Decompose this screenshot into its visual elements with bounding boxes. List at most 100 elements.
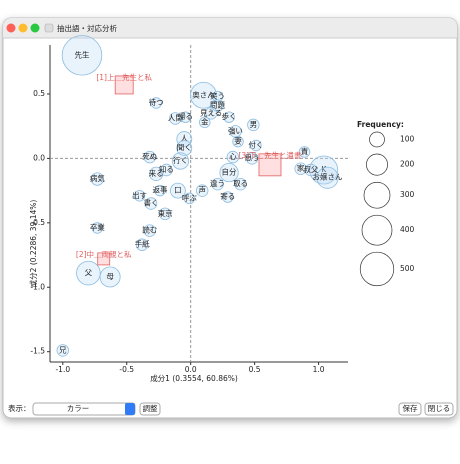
select-value[interactable]: カラー: [67, 404, 90, 413]
y-tick-label: -0.5: [30, 218, 45, 227]
word-label: 読む: [142, 225, 157, 235]
word-bubble: [199, 116, 211, 129]
y-tick-label: 0.5: [33, 89, 45, 98]
word-label: 兄: [59, 345, 67, 354]
word-bubble: [316, 166, 339, 189]
close-text[interactable]: 閉じる: [428, 404, 451, 413]
word-label: 先生: [74, 49, 89, 59]
close-dot[interactable]: [6, 23, 16, 33]
word-label: 付く: [248, 140, 263, 150]
word-label: K: [321, 165, 327, 174]
word-label: 出す: [132, 190, 147, 200]
word-label: 違う: [210, 178, 225, 188]
word-label: 金: [201, 116, 209, 126]
word-label: 声: [198, 185, 206, 195]
zoom-dot[interactable]: [30, 23, 40, 33]
variable-square: [114, 75, 134, 95]
word-bubble: [56, 344, 69, 357]
word-label: 歩く: [222, 111, 237, 121]
word-label: 書く: [144, 198, 159, 208]
word-bubble: [150, 97, 162, 109]
word-label: 思う: [245, 153, 260, 162]
close-button[interactable]: [424, 402, 454, 416]
x-tick-label: 0.5: [249, 365, 261, 374]
word-bubble: [176, 131, 193, 147]
y-tick-label: 0.0: [33, 153, 45, 162]
word-bubble: [222, 191, 234, 203]
word-label: 卒業: [90, 222, 105, 232]
x-axis-label: 成分1 (0.3554, 60.86%): [150, 373, 238, 383]
word-bubble: [183, 192, 196, 205]
word-bubble: [133, 190, 146, 202]
word-bubble: [61, 35, 103, 76]
word-bubble: [158, 207, 172, 221]
x-tick-label: 0.0: [185, 365, 197, 374]
word-label: 笑う: [210, 91, 225, 101]
word-label: 取る: [233, 179, 248, 188]
word-label: 父: [85, 268, 93, 277]
x-tick-label: -1.0: [55, 365, 70, 374]
word-label: 東京: [158, 208, 173, 218]
word-bubble: [219, 162, 239, 183]
app-icon: [44, 23, 54, 33]
word-label: 責: [301, 146, 309, 156]
legend-bubble: [366, 153, 388, 176]
display-label: 表示：: [8, 403, 31, 413]
window-title: 抽出語・対応分析: [57, 23, 117, 33]
y-tick-label: -1.0: [30, 282, 45, 291]
legend-bubble: [359, 251, 395, 287]
word-label: 家: [297, 163, 305, 173]
word-bubble: [298, 146, 311, 158]
variable-label: [1]上＿先生と私: [96, 72, 152, 82]
word-label: 叔父: [303, 164, 318, 174]
save-text[interactable]: 保存: [403, 403, 418, 413]
variable-label: [3]下＿先生と遺書: [238, 150, 302, 160]
word-label: 帰る: [178, 111, 193, 121]
adjust-button[interactable]: [139, 402, 161, 416]
select-arrow[interactable]: [125, 403, 135, 415]
legend-label: 100: [400, 135, 415, 144]
word-label: 来る: [149, 169, 164, 178]
legend-bubble: [363, 181, 391, 209]
x-tick-label: -0.5: [119, 365, 134, 374]
word-bubble: [247, 118, 260, 132]
word-bubble: [223, 111, 235, 123]
minimize-dot[interactable]: [18, 23, 28, 33]
word-bubble: [179, 111, 192, 123]
window: [2, 17, 458, 419]
x-tick-label: 1.0: [313, 365, 325, 374]
word-label: 強い: [228, 125, 243, 135]
word-bubble: [135, 238, 149, 251]
word-bubble: [250, 139, 262, 152]
word-label: 自分: [222, 167, 237, 177]
word-label: 男: [250, 120, 258, 129]
word-bubble: [190, 81, 217, 109]
adjust-text[interactable]: 調整: [143, 403, 158, 413]
word-bubble: [234, 177, 247, 191]
word-bubble: [169, 112, 182, 125]
word-label: 妻: [234, 136, 242, 146]
word-label: 死ぬ: [142, 152, 157, 161]
variable-label: [2]中＿両親と私: [76, 249, 132, 259]
word-bubble: [143, 224, 156, 237]
word-label: 聞く: [177, 143, 192, 152]
word-label: 行く: [173, 155, 188, 165]
word-label: 人: [181, 134, 189, 143]
word-label: 奥さん: [192, 89, 215, 99]
word-label: 寄る: [220, 191, 235, 201]
variable-square: [258, 153, 282, 177]
word-label: 母: [106, 272, 114, 281]
word-bubble: [91, 222, 104, 234]
word-label: 見える: [200, 108, 222, 117]
legend-label: 200: [400, 160, 415, 169]
save-button[interactable]: [398, 402, 422, 416]
word-bubble: [143, 150, 156, 164]
word-bubble: [226, 150, 240, 164]
word-bubble: [232, 135, 244, 148]
legend-label: 400: [400, 225, 415, 234]
word-label: 呼ぶ: [182, 192, 197, 202]
word-label: 口: [174, 186, 182, 195]
word-label: 問題: [210, 101, 225, 110]
word-bubble: [149, 166, 164, 181]
